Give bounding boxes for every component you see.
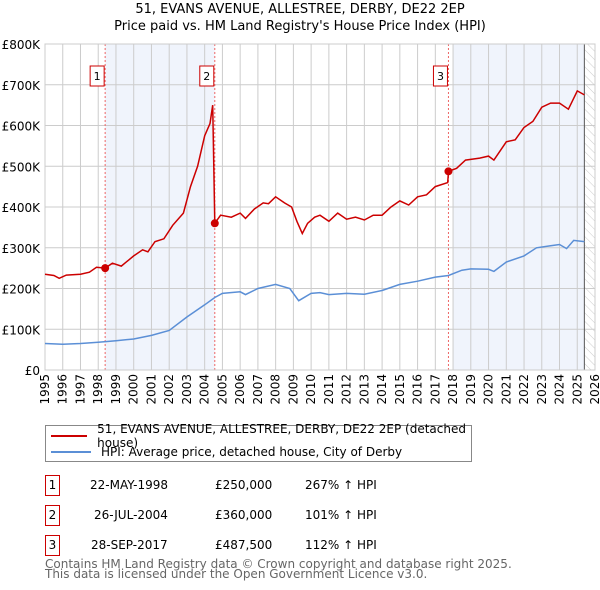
transaction-date: 26-JUL-2004 [94, 508, 168, 522]
sale-point [101, 264, 110, 273]
x-tick-label: 2021 [499, 374, 513, 405]
transaction-date: 22-MAY-1998 [90, 478, 169, 492]
sale-label-box [199, 65, 215, 87]
transaction-row: 2 26-JUL-2004 £360,000 101% ↑ HPI [45, 505, 465, 526]
attribution-line-1: Contains HM Land Registry data © Crown c… [45, 557, 512, 571]
transaction-row: 3 28-SEP-2017 £487,500 112% ↑ HPI [45, 535, 465, 556]
legend-item-property: 51, EVANS AVENUE, ALLESTREE, DERBY, DE22… [51, 422, 471, 450]
transaction-number: 1 [45, 475, 60, 496]
transaction-date: 28-SEP-2017 [91, 538, 168, 552]
x-tick-label: 2010 [304, 374, 318, 405]
x-tick-label: 1999 [109, 374, 123, 405]
x-tick-label: 2022 [517, 374, 531, 405]
sale-point [444, 167, 453, 176]
attribution-line-2: This data is licensed under the Open Gov… [45, 567, 428, 581]
transaction-number: 2 [45, 505, 60, 526]
x-tick-label: 2009 [286, 374, 300, 405]
x-tick-label: 2007 [251, 374, 265, 405]
sale-point [210, 219, 219, 228]
x-tick-label: 1998 [91, 374, 105, 405]
chart-subtitle: Price paid vs. HM Land Registry's House … [114, 19, 486, 34]
sale-label: 1 [94, 70, 101, 83]
x-tick-label: 2015 [393, 374, 407, 405]
y-tick-label: £200K [2, 283, 42, 297]
x-tick-label: 1997 [73, 374, 87, 405]
x-tick-label: 2012 [340, 374, 354, 405]
transaction-price: £250,000 [215, 478, 273, 492]
legend: 51, EVANS AVENUE, ALLESTREE, DERBY, DE22… [45, 422, 472, 462]
sale-label: 2 [203, 70, 210, 83]
x-tick-label: 2005 [215, 374, 229, 405]
legend-label-property: 51, EVANS AVENUE, ALLESTREE, DERBY, DE22… [97, 422, 466, 450]
x-tick-label: 2020 [482, 374, 496, 405]
y-tick-label: £500K [2, 160, 42, 174]
x-tick-label: 2006 [233, 374, 247, 405]
y-tick-label: £300K [2, 242, 42, 256]
x-tick-label: 1995 [38, 374, 52, 405]
x-tick-label: 2017 [428, 374, 442, 405]
transaction-hpi: 112% ↑ HPI [305, 538, 377, 552]
hpi-line [44, 239, 585, 346]
x-tick-label: 2016 [411, 374, 425, 405]
x-tick-label: 2024 [553, 374, 567, 405]
legend-label-hpi: HPI: Average price, detached house, City… [101, 445, 403, 459]
y-tick-label: £0 [25, 364, 40, 378]
legend-item-hpi: HPI: Average price, detached house, City… [51, 444, 402, 460]
x-tick-label: 2003 [180, 374, 194, 405]
y-tick-label: £700K [2, 79, 42, 93]
y-tick-label: £400K [2, 201, 42, 215]
transaction-hpi: 101% ↑ HPI [305, 508, 377, 522]
legend-swatch-red [51, 435, 88, 437]
transaction-price: £487,500 [215, 538, 273, 552]
x-tick-label: 2000 [127, 374, 141, 405]
chart-title: 51, EVANS AVENUE, ALLESTREE, DERBY, DE22… [135, 2, 465, 17]
y-tick-label: £100K [2, 323, 42, 337]
x-tick-label: 2013 [357, 374, 371, 405]
y-tick-label: £600K [2, 120, 42, 134]
y-tick-label: £800K [2, 38, 42, 52]
sale-label-box [89, 65, 105, 87]
price-chart: 1995 1996 1997 1998 1999 2000 2001 2002 2003 2004… [2, 38, 600, 405]
sale-label-box [432, 65, 448, 87]
legend-swatch-blue [51, 451, 91, 453]
x-tick-label: 2011 [322, 374, 336, 405]
plot-border [44, 43, 596, 371]
transaction-row: 1 22-MAY-1998 £250,000 267% ↑ HPI [45, 475, 465, 496]
transaction-number: 3 [45, 535, 60, 556]
property-price-line [44, 89, 585, 280]
x-tick-label: 2002 [162, 374, 176, 405]
x-tick-label: 2014 [375, 374, 389, 405]
x-tick-label: 2004 [198, 374, 212, 405]
x-tick-label: 2019 [464, 374, 478, 405]
x-tick-label: 2008 [269, 374, 283, 405]
transaction-hpi: 267% ↑ HPI [305, 478, 377, 492]
x-tick-label: 2001 [144, 374, 158, 405]
x-tick-label: 2023 [535, 374, 549, 405]
sale-label: 3 [437, 70, 444, 83]
x-tick-label: 1996 [56, 374, 70, 405]
transaction-price: £360,000 [215, 508, 273, 522]
x-tick-label: 2025 [570, 374, 584, 405]
attribution: Contains HM Land Registry data © Crown c… [45, 557, 512, 581]
x-tick-label: 2026 [588, 374, 600, 405]
x-tick-label: 2018 [446, 374, 460, 405]
